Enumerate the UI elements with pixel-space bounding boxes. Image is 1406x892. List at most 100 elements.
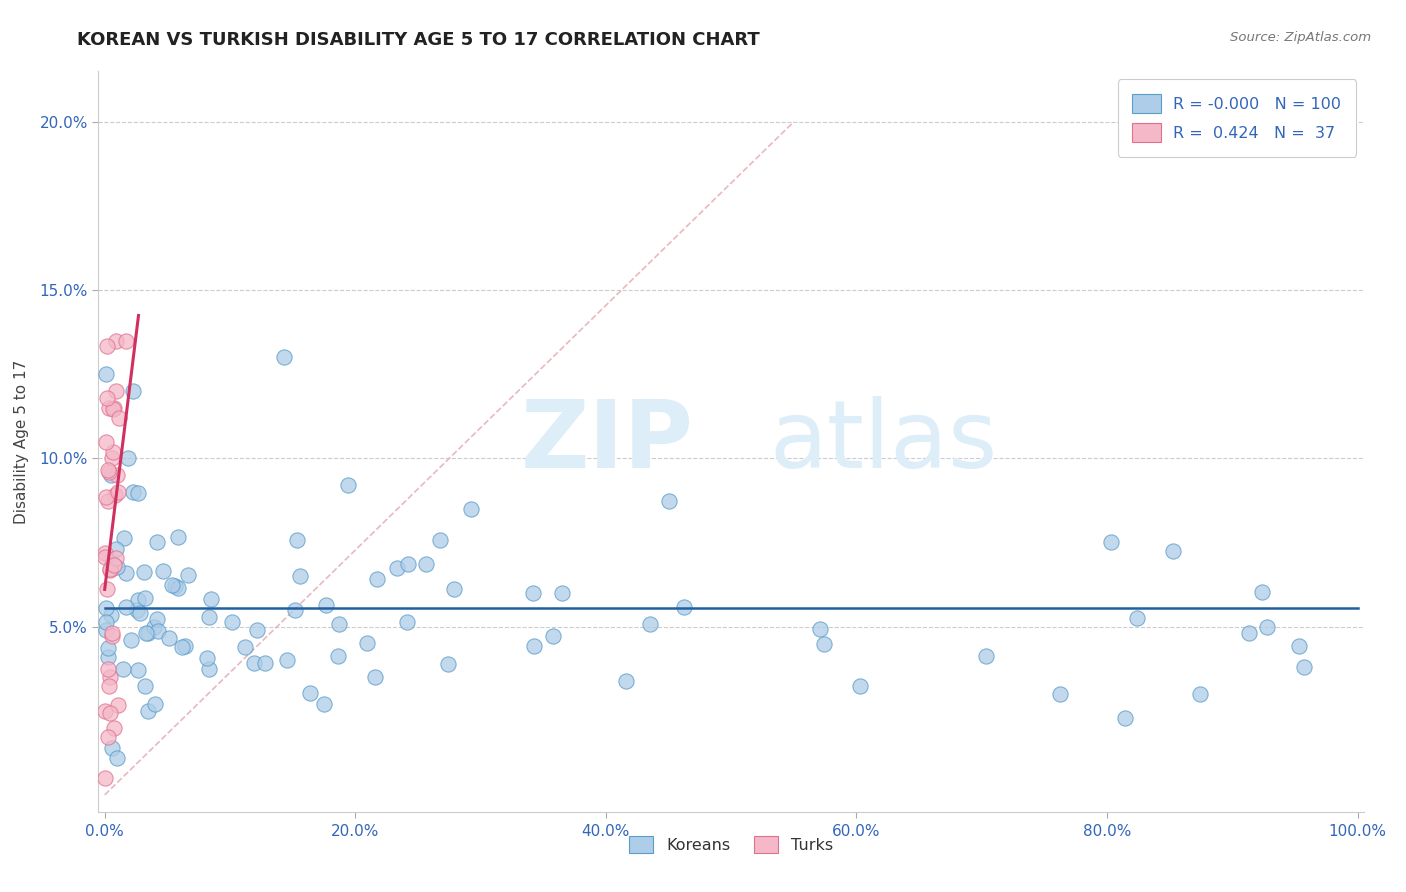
- Point: [136, 625, 159, 640]
- Point: [315, 599, 337, 613]
- Point: [243, 656, 266, 670]
- Point: [94, 549, 117, 564]
- Point: [1251, 585, 1274, 599]
- Text: ZIP: ZIP: [520, 395, 693, 488]
- Point: [974, 648, 997, 663]
- Point: [364, 670, 387, 684]
- Point: [396, 557, 419, 571]
- Point: [97, 679, 120, 693]
- Point: [177, 568, 200, 582]
- Point: [195, 650, 218, 665]
- Point: [290, 569, 312, 583]
- Point: [105, 751, 128, 765]
- Point: [145, 612, 167, 626]
- Point: [125, 603, 148, 617]
- Point: [1189, 687, 1212, 701]
- Point: [134, 679, 156, 693]
- Point: [543, 629, 565, 643]
- Point: [1114, 710, 1136, 724]
- Point: [640, 616, 662, 631]
- Point: [1256, 620, 1278, 634]
- Point: [117, 451, 139, 466]
- Point: [94, 368, 117, 382]
- Point: [105, 334, 128, 348]
- Point: [614, 673, 637, 688]
- Point: [108, 411, 131, 425]
- Point: [115, 334, 138, 348]
- Point: [437, 657, 460, 672]
- Point: [127, 593, 149, 607]
- Point: [160, 578, 183, 592]
- Point: [94, 615, 117, 629]
- Point: [1099, 535, 1122, 549]
- Point: [312, 697, 335, 711]
- Point: [246, 623, 269, 637]
- Point: [328, 616, 350, 631]
- Point: [105, 560, 128, 574]
- Point: [97, 641, 120, 656]
- Point: [122, 485, 145, 500]
- Point: [104, 542, 127, 557]
- Point: [103, 721, 125, 735]
- Point: [1294, 660, 1316, 674]
- Point: [284, 603, 307, 617]
- Point: [336, 478, 359, 492]
- Point: [94, 771, 117, 785]
- Legend: Koreans, Turks: Koreans, Turks: [623, 830, 839, 859]
- Point: [808, 622, 831, 636]
- Point: [98, 670, 121, 684]
- Point: [550, 585, 572, 599]
- Point: [136, 704, 159, 718]
- Point: [460, 501, 482, 516]
- Point: [285, 533, 308, 548]
- Point: [165, 578, 187, 592]
- Point: [157, 631, 180, 645]
- Point: [115, 600, 138, 615]
- Point: [443, 582, 465, 597]
- Text: Source: ZipAtlas.com: Source: ZipAtlas.com: [1230, 31, 1371, 45]
- Point: [146, 624, 169, 639]
- Point: [366, 573, 388, 587]
- Point: [356, 636, 378, 650]
- Point: [127, 663, 149, 677]
- Point: [1126, 611, 1149, 625]
- Point: [142, 620, 165, 634]
- Point: [112, 531, 135, 545]
- Point: [522, 585, 544, 599]
- Point: [672, 600, 695, 615]
- Point: [127, 485, 149, 500]
- Point: [198, 663, 221, 677]
- Point: [101, 629, 124, 643]
- Point: [658, 493, 681, 508]
- Point: [94, 623, 117, 637]
- Point: [273, 351, 295, 365]
- Point: [101, 556, 124, 570]
- Text: KOREAN VS TURKISH DISABILITY AGE 5 TO 17 CORRELATION CHART: KOREAN VS TURKISH DISABILITY AGE 5 TO 17…: [77, 31, 761, 49]
- Point: [276, 653, 298, 667]
- Point: [100, 468, 122, 483]
- Point: [167, 530, 190, 544]
- Point: [98, 465, 121, 479]
- Point: [103, 445, 125, 459]
- Point: [198, 610, 221, 624]
- Point: [385, 560, 408, 574]
- Point: [94, 704, 117, 718]
- Point: [1049, 687, 1071, 701]
- Point: [326, 649, 349, 664]
- Y-axis label: Disability Age 5 to 17: Disability Age 5 to 17: [14, 359, 28, 524]
- Point: [96, 494, 118, 508]
- Point: [129, 606, 152, 620]
- Point: [134, 591, 156, 605]
- Point: [200, 591, 222, 606]
- Point: [103, 401, 125, 415]
- Point: [299, 686, 322, 700]
- Point: [152, 564, 174, 578]
- Point: [253, 656, 276, 670]
- Point: [101, 740, 124, 755]
- Point: [233, 640, 256, 654]
- Point: [1237, 626, 1260, 640]
- Point: [96, 463, 118, 477]
- Point: [96, 601, 118, 615]
- Text: atlas: atlas: [769, 395, 997, 488]
- Point: [1288, 639, 1310, 653]
